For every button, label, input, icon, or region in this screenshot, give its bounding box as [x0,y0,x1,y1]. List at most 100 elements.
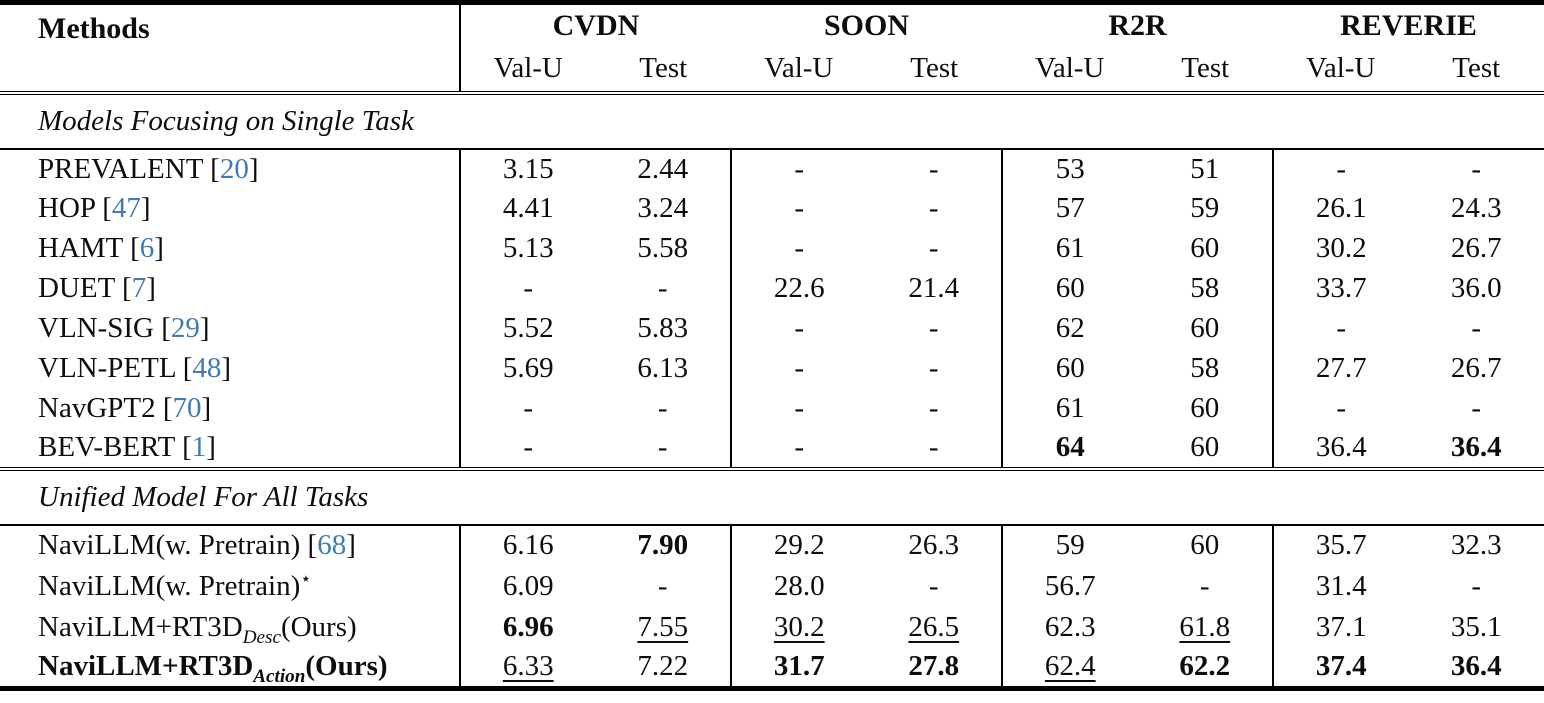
metric-cell: 31.7 [731,647,867,691]
metric-cell: - [794,392,805,424]
header-group-row: Methods CVDN SOON R2R REVERIE [0,0,1544,95]
method-label: HAMT [38,232,123,264]
metric-cell: 62.4 [1002,647,1138,691]
table-row: VLN-SIG [29] 5.52 5.83 - - 62 60 - - [0,308,1544,349]
citation-link[interactable]: [7] [114,272,156,304]
metric-cell: 60 [1055,352,1085,384]
citation-number: 68 [317,529,347,561]
metric-cell: - [794,152,805,185]
column-header-r2r-test: Test [1137,46,1273,95]
metric-cell: - [866,348,1003,389]
table-row: VLN-PETL [48] 5.69 6.13 - - 60 58 27.7 26.7 [0,348,1544,389]
citation-link[interactable]: [20] [202,152,259,185]
metric-cell: 6.96 [502,610,554,643]
metric-cell: 26.3 [866,524,1003,566]
metric-cell: 6.33 [460,647,596,691]
column-group-cvdn: CVDN [460,0,731,47]
metric-cell: - [866,308,1003,349]
metric-cell: 62.3 [1044,610,1096,643]
metric-cell: 24.3 [1450,192,1502,224]
metric-cell: 61 [1055,392,1085,424]
metric-cell: 21.4 [866,268,1003,309]
method-name: BEV-BERT [1] [0,428,461,471]
table-row: BEV-BERT [1] - - - -64 60 36.4 36.4 [0,428,1544,471]
section-header-row: Unified Model For All Tasks [0,468,1544,526]
metric-cell: 60 [1137,428,1274,471]
column-group-reverie: REVERIE [1273,0,1544,47]
metric-cell: 60 [1137,228,1274,269]
star-superscript: ⋆ [300,567,312,589]
column-header-reverie-valu: Val-U [1273,46,1409,95]
metric-cell: 5.83 [595,308,732,349]
citation-number: 70 [172,392,202,424]
metric-cell: 61.8 [1137,606,1274,648]
metric-cell: 5.52 [502,312,554,344]
method-name: VLN-PETL [48] [0,348,461,389]
metric-cell: - [794,192,805,224]
metric-cell: 62 [1055,312,1085,344]
metric-cell: 29.2 [773,529,825,561]
section-title: Models Focusing on Single Task [0,92,1544,150]
method-name: PREVALENT [20] [0,148,461,189]
method-name: VLN-SIG [29] [0,308,461,349]
metric-cell: - [460,428,596,471]
metric-cell: - [866,188,1003,229]
metric-cell: 60 [1137,388,1274,429]
method-subscript: Action [253,666,306,688]
metric-cell: 26.7 [1450,232,1502,264]
table-body: Models Focusing on Single Task PREVALENT … [0,92,1544,691]
table-row: DUET [7] - - 22.6 21.4 60 58 33.7 36.0 [0,268,1544,309]
table-row: HOP [47] 4.41 3.24 - - 57 59 26.1 24.3 [0,188,1544,229]
metric-cell: 58 [1137,268,1274,309]
metric-cell: 6.16 [502,529,554,561]
metric-cell: - [595,428,732,471]
citation-link[interactable]: [1] [174,431,216,463]
citation-number: 6 [139,232,155,264]
metric-cell: - [866,148,1003,189]
citation-link[interactable]: [48] [175,352,232,384]
metric-cell: 27.7 [1315,352,1367,384]
metric-cell: 31.4 [1315,569,1367,602]
metric-cell: 60 [1055,272,1085,304]
header-sub-row: Val-U Test Val-U Test Val-U Test Val-U T… [0,46,1544,95]
metric-cell: 5.58 [595,228,732,269]
metric-cell: 36.0 [1450,272,1502,304]
metric-cell: - [794,312,805,344]
citation-link[interactable]: [29] [154,312,210,344]
metric-cell: - [866,388,1003,429]
metric-cell: - [595,388,732,429]
method-subscript: Desc [242,626,281,648]
citation-link[interactable]: [6] [122,232,164,264]
metric-cell: 5.69 [502,352,554,384]
table-row: NaviLLM+RT3DAction(Ours) 6.33 7.22 31.7 27.8… [0,647,1544,691]
citation-link[interactable]: [47] [94,192,151,224]
metric-cell: - [1336,312,1347,344]
section-header-row: Models Focusing on Single Task [0,92,1544,150]
metric-cell: 3.24 [595,188,732,229]
metric-cell: - [866,565,1003,607]
metric-cell: 59 [1137,188,1274,229]
column-header-cvdn-valu: Val-U [460,46,596,95]
method-label: DUET [38,272,115,304]
metric-cell: 26.7 [1450,352,1502,384]
column-header-soon-test: Test [866,46,1002,95]
metric-cell: 57 [1055,192,1085,224]
metric-cell: - [523,392,534,424]
column-header-cvdn-test: Test [595,46,731,95]
method-name: DUET [7] [0,268,461,309]
method-suffix: (Ours) [305,650,388,683]
metric-cell: 2.44 [595,148,732,189]
metric-cell: - [595,565,732,607]
metric-cell: 58 [1137,348,1274,389]
column-header-reverie-test: Test [1408,46,1544,95]
method-label: NaviLLM+RT3D [38,610,243,643]
metric-cell: 28.0 [773,569,825,602]
column-header-soon-valu: Val-U [731,46,867,95]
method-label: NaviLLM(w. Pretrain) [38,529,301,561]
metric-cell: - [866,228,1003,269]
metric-cell: - [866,428,1003,471]
citation-link[interactable]: [70] [155,392,212,424]
metric-cell: - [1471,392,1482,424]
metric-cell: - [1471,312,1482,344]
citation-link[interactable]: [68] [300,529,356,561]
